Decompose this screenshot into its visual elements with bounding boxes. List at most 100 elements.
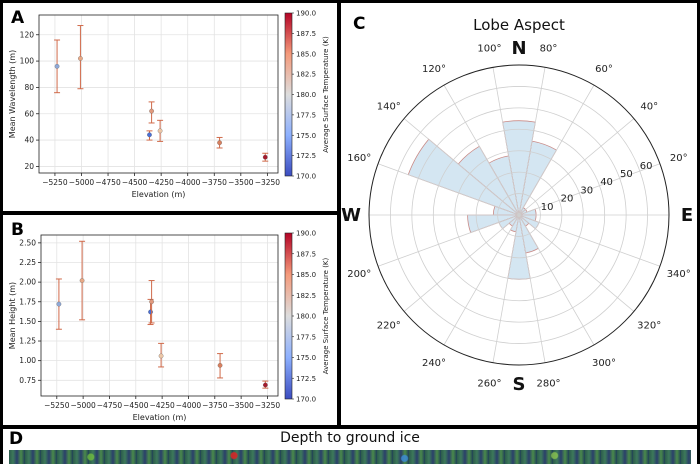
colorbar-tick-label: 190.0 xyxy=(296,230,316,238)
y-tick-label: 40 xyxy=(24,136,34,145)
colorbar-label: Average Surface Temperature (K) xyxy=(322,36,330,153)
angle-label: 20° xyxy=(670,153,688,164)
colorbar-tick-label: 172.5 xyxy=(296,152,316,160)
y-tick-label: 60 xyxy=(24,109,34,118)
panel-d-title: Depth to ground ice xyxy=(280,430,420,446)
x-tick-label: −3750 xyxy=(202,401,228,410)
data-point xyxy=(263,382,268,388)
angle-label: 100° xyxy=(477,44,501,55)
colorbar-tick-label: 187.5 xyxy=(296,250,316,258)
colorbar-tick-label: 185.0 xyxy=(296,50,316,58)
radial-tick-label: 50 xyxy=(620,169,633,180)
radial-tick-label: 30 xyxy=(580,185,593,196)
data-point xyxy=(147,132,152,138)
radial-tick-label: 60 xyxy=(640,161,653,172)
angular-gridline xyxy=(403,118,520,216)
colorbar-tick-label: 170.0 xyxy=(296,396,316,404)
y-tick-label: 80 xyxy=(24,83,34,92)
angle-label: 40° xyxy=(640,102,658,113)
colorbar-tick-label: 187.5 xyxy=(296,30,316,38)
angular-gridline xyxy=(518,118,635,216)
y-tick-label: 20 xyxy=(24,162,34,171)
data-point xyxy=(79,278,85,283)
panel-b: B −5250 −5000 −4750 −4500 −4250 −4000 −3750 −350… xyxy=(3,215,337,425)
panel-d: D Depth to ground ice xyxy=(3,429,697,464)
panel-label: C xyxy=(353,14,365,34)
angle-label: 220° xyxy=(377,320,401,331)
colorbar-tick-label: 180.0 xyxy=(296,313,316,321)
y-axis-label: Mean Wavelength (m) xyxy=(8,50,17,138)
colorbar-tick-label: 175.0 xyxy=(296,132,316,140)
angular-gridline xyxy=(518,214,635,312)
angle-label: 260° xyxy=(477,378,501,389)
plot-frame xyxy=(40,234,279,397)
y-tick-label: 2.25 xyxy=(19,258,36,267)
x-tick-label: −3250 xyxy=(255,401,281,410)
data-point xyxy=(56,301,62,307)
colorbar xyxy=(284,12,293,177)
data-point xyxy=(54,63,60,69)
x-tick-label: −3500 xyxy=(228,401,254,410)
radial-tick-label: 40 xyxy=(600,177,613,188)
angular-gridline xyxy=(377,214,520,267)
y-tick-label: 2.00 xyxy=(19,278,36,287)
radial-tick-label: 20 xyxy=(561,194,574,205)
cardinal-e: E xyxy=(681,205,693,226)
angle-label: 240° xyxy=(422,358,446,369)
colorbar-tick-label: 170.0 xyxy=(296,173,316,181)
data-point xyxy=(262,154,268,160)
panel-a: A −5250 −5000 −4750 −4500 −4250 −4000 −3750 −350… xyxy=(3,3,337,211)
x-tick-label: −4250 xyxy=(149,401,175,410)
colorbar-tick-label: 177.5 xyxy=(296,333,316,341)
y-tick-label: 1.75 xyxy=(19,297,36,306)
data-point xyxy=(217,363,223,368)
angular-gridline xyxy=(377,163,520,216)
panel-label: B xyxy=(11,220,24,240)
colorbar-tick-label: 182.5 xyxy=(296,292,316,300)
plot-frame xyxy=(38,14,279,174)
angle-label: 320° xyxy=(637,320,661,331)
x-tick-label: −4000 xyxy=(176,401,202,410)
angular-gridline xyxy=(492,67,520,216)
y-tick-label: 1.00 xyxy=(19,356,36,365)
x-tick-label: −5250 xyxy=(42,178,68,187)
angular-gridline xyxy=(443,214,520,346)
angular-gridline xyxy=(492,214,520,363)
cardinal-s: S xyxy=(513,374,526,395)
colorbar-tick-label: 177.5 xyxy=(296,111,316,119)
x-tick-label: −4500 xyxy=(123,401,149,410)
angle-label: 340° xyxy=(667,269,691,280)
angle-label: 280° xyxy=(536,378,560,389)
angle-label: 140° xyxy=(377,102,401,113)
data-point xyxy=(78,56,83,61)
angular-gridline xyxy=(443,84,520,216)
colorbar xyxy=(284,232,293,400)
radial-tick-label: 10 xyxy=(541,202,554,213)
ice-depth-map-strip xyxy=(9,450,691,464)
colorbar-tick-label: 190.0 xyxy=(296,10,316,18)
x-tick-label: −4500 xyxy=(122,178,148,187)
data-point xyxy=(158,353,164,359)
angular-gridline xyxy=(518,84,595,216)
x-tick-label: −4250 xyxy=(148,178,174,187)
angle-label: 300° xyxy=(592,358,616,369)
data-point xyxy=(149,299,154,305)
angular-gridline xyxy=(518,214,661,267)
chart-a: A −5250 −5000 −4750 −4500 −4250 −4000 −3750 −350… xyxy=(8,8,330,199)
angle-label: 160° xyxy=(347,153,371,164)
colorbar-tick-label: 175.0 xyxy=(296,354,316,362)
x-tick-label: −4000 xyxy=(175,178,201,187)
y-tick-label: 0.75 xyxy=(19,376,36,385)
data-point xyxy=(149,108,154,114)
angular-gridline xyxy=(518,163,661,216)
chart-c: C Lobe Aspect 10 20 30 40 50 60 20° 40° 60° 80° 100°… xyxy=(341,14,693,395)
x-tick-label: −3750 xyxy=(202,178,228,187)
angular-gridline xyxy=(518,214,546,363)
y-tick-label: 1.50 xyxy=(19,317,36,326)
x-tick-label: −5000 xyxy=(69,178,95,187)
colorbar-tick-label: 185.0 xyxy=(296,271,316,279)
colorbar-tick-label: 180.0 xyxy=(296,91,316,99)
panel-c: C Lobe Aspect 10 20 30 40 50 60 20° 40° 60° 80° 100°… xyxy=(341,3,697,425)
colorbar-label: Average Surface Temperature (K) xyxy=(322,257,330,374)
angular-gridline xyxy=(518,214,595,346)
